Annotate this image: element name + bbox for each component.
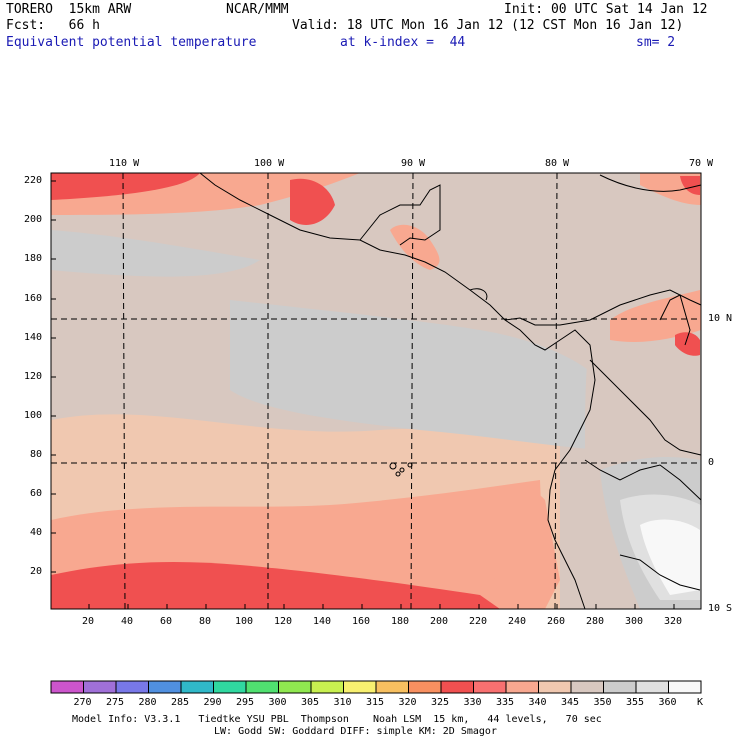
colorbar-label: 270 <box>73 697 92 708</box>
colorbar-label: 295 <box>236 697 255 708</box>
valid-time: Valid: 18 UTC Mon 16 Jan 12 (12 CST Mon … <box>292 18 684 33</box>
y-tick-label: 20 <box>30 566 43 577</box>
colorbar-swatch <box>51 681 84 693</box>
physics-info-line: LW: Godd SW: Goddard DIFF: simple KM: 2D… <box>214 726 497 737</box>
x-tick-label: 120 <box>274 616 293 627</box>
colorbar-label: 320 <box>398 697 417 708</box>
colorbar-label: 275 <box>106 697 125 708</box>
x-tick-label: 40 <box>121 616 134 627</box>
colorbar-label: 345 <box>561 697 580 708</box>
y-tick-label: 60 <box>30 488 43 499</box>
field-name: Equivalent potential temperature <box>6 35 257 50</box>
graticule <box>51 172 701 610</box>
colorbar-label: 355 <box>626 697 645 708</box>
colorbar-label: 330 <box>463 697 482 708</box>
colorbar-label: 310 <box>333 697 352 708</box>
colorbar-swatch <box>311 681 344 693</box>
y-tick-label: 220 <box>24 175 43 186</box>
y-tick-label: 180 <box>24 253 43 264</box>
y-tick-label: 200 <box>24 214 43 225</box>
lon-label-70w: 70 W <box>689 158 714 169</box>
y-tick-label: 40 <box>30 527 43 538</box>
colorbar-label: 340 <box>528 697 547 708</box>
colorbar-label: 315 <box>366 697 385 708</box>
x-tick-label: 160 <box>352 616 371 627</box>
y-tick-label: 140 <box>24 332 43 343</box>
colorbar-label: 285 <box>171 697 190 708</box>
colorbar-swatch <box>668 681 702 693</box>
colorbar-swatch <box>473 681 507 693</box>
colorbar-label: 300 <box>268 697 287 708</box>
field-shading <box>51 173 701 609</box>
x-tick-label: 200 <box>430 616 449 627</box>
colorbar-label: 335 <box>496 697 515 708</box>
x-axis-ticks <box>88 604 675 609</box>
x-tick-label: 140 <box>313 616 332 627</box>
y-tick-label: 120 <box>24 371 43 382</box>
colorbar-label: 290 <box>203 697 222 708</box>
colorbar-label: 325 <box>431 697 450 708</box>
y-tick-label: 100 <box>24 410 43 421</box>
colorbar-swatch <box>636 681 669 693</box>
lon-label-90w: 90 W <box>401 158 426 169</box>
colorbar-swatch <box>148 681 182 693</box>
init-time: Init: 00 UTC Sat 14 Jan 12 <box>504 2 708 17</box>
x-tick-label: 20 <box>82 616 95 627</box>
x-tick-label: 320 <box>664 616 683 627</box>
model-info-line: Model Info: V3.3.1 Tiedtke YSU PBL Thomp… <box>72 714 602 725</box>
colorbar-label: 305 <box>301 697 320 708</box>
y-axis-ticks <box>51 180 56 573</box>
colorbar-swatch <box>246 681 279 693</box>
x-tick-label: 240 <box>508 616 527 627</box>
x-tick-label: 100 <box>235 616 254 627</box>
model-title: TORERO 15km ARW <box>6 2 132 17</box>
x-tick-label: 300 <box>625 616 644 627</box>
colorbar-swatch <box>571 681 604 693</box>
lon-label-110w: 110 W <box>109 158 140 169</box>
lat-label-0: 0 <box>708 457 715 468</box>
organization-label: NCAR/MMM <box>226 2 289 17</box>
lon-label-100w: 100 W <box>254 158 285 169</box>
x-tick-label: 180 <box>391 616 410 627</box>
colorbar-label: 350 <box>593 697 612 708</box>
lat-label-10n: 10 N <box>708 313 733 324</box>
colorbar-swatch <box>408 681 442 693</box>
x-tick-label: 280 <box>586 616 605 627</box>
colorbar-swatch <box>603 681 637 693</box>
colorbar-swatch <box>538 681 572 693</box>
colorbar-frame <box>50 680 702 694</box>
y-tick-label: 80 <box>30 449 43 460</box>
colorbar-swatch <box>116 681 149 693</box>
forecast-hour: Fcst: 66 h <box>6 18 100 33</box>
colorbar-label: 280 <box>138 697 157 708</box>
x-tick-label: 80 <box>199 616 212 627</box>
map-frame <box>50 172 702 610</box>
colorbar-swatch <box>181 681 214 693</box>
colorbar-swatch <box>213 681 247 693</box>
y-tick-label: 160 <box>24 293 43 304</box>
smoothing-label: sm= 2 <box>636 35 676 50</box>
x-tick-label: 220 <box>469 616 488 627</box>
x-tick-label: 60 <box>160 616 173 627</box>
colorbar-swatch <box>506 681 539 693</box>
x-tick-label: 260 <box>547 616 566 627</box>
coastlines <box>199 172 702 610</box>
colorbar-swatch <box>278 681 312 693</box>
colorbar-swatch <box>83 681 117 693</box>
colorbar <box>51 681 702 693</box>
lat-label-10s: 10 S <box>708 603 733 614</box>
lon-label-80w: 80 W <box>545 158 570 169</box>
level-label: at k-index = 44 <box>340 35 466 50</box>
colorbar-swatch <box>441 681 474 693</box>
colorbar-unit: K <box>697 697 704 708</box>
colorbar-label: 360 <box>658 697 677 708</box>
colorbar-swatch <box>343 681 377 693</box>
colorbar-swatch <box>376 681 409 693</box>
